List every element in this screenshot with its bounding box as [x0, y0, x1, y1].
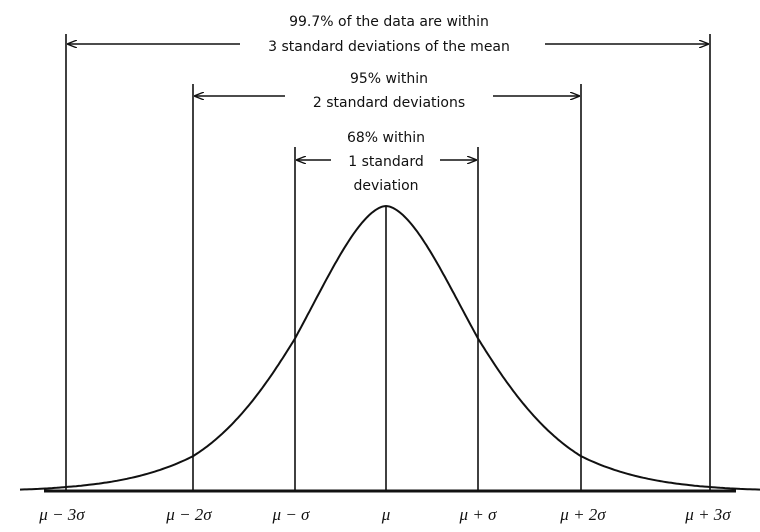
axis-label: μ + σ: [459, 505, 498, 524]
axis-label: μ − 3σ: [38, 505, 85, 524]
bell-curve: [19, 204, 760, 491]
annotation: 95% within: [350, 71, 428, 87]
annotation: deviation: [353, 178, 418, 194]
axis-label: μ + 2σ: [559, 505, 606, 524]
annotation: 1 standard: [348, 154, 423, 170]
axis-label: μ − 2σ: [165, 505, 212, 524]
axis-label: μ + 3σ: [684, 505, 731, 524]
annotation: 2 standard deviations: [313, 95, 465, 111]
axis-label: μ: [381, 505, 391, 524]
annotation: 3 standard deviations of the mean: [268, 39, 510, 55]
axis-label: μ − σ: [272, 505, 311, 524]
annotation: 99.7% of the data are within: [289, 14, 489, 30]
annotation: 68% within: [347, 130, 425, 146]
